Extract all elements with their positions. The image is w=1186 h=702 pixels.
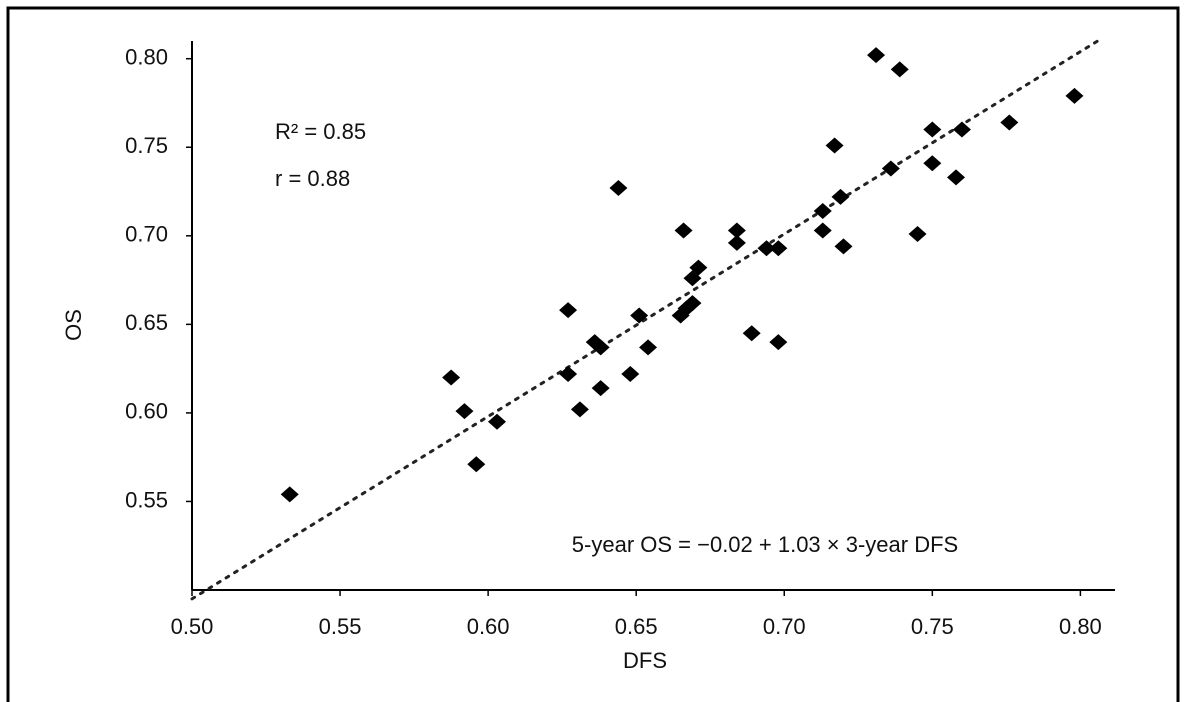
- point: [591, 380, 610, 397]
- y-tick-label: 0.70: [125, 222, 168, 247]
- point: [639, 339, 658, 356]
- y-tick-label: 0.55: [125, 487, 168, 512]
- point: [923, 121, 942, 138]
- x-tick-label: 0.60: [467, 614, 510, 639]
- point: [757, 240, 776, 257]
- point: [867, 47, 886, 64]
- point: [952, 121, 971, 138]
- point: [825, 137, 844, 154]
- point: [683, 295, 702, 312]
- x-axis-title: DFS: [623, 648, 667, 673]
- x-tick-label: 0.65: [615, 614, 658, 639]
- point: [890, 61, 909, 78]
- point: [689, 259, 708, 276]
- x-tick-label: 0.70: [763, 614, 806, 639]
- x-tick-label: 0.75: [911, 614, 954, 639]
- point: [881, 160, 900, 177]
- point: [831, 188, 850, 205]
- point: [559, 302, 578, 319]
- point: [280, 486, 299, 503]
- point: [621, 365, 640, 382]
- y-tick-label: 0.60: [125, 399, 168, 424]
- point: [1000, 114, 1019, 131]
- x-tick-label: 0.80: [1059, 614, 1102, 639]
- point: [769, 240, 788, 257]
- point: [1065, 87, 1084, 104]
- point: [742, 325, 761, 342]
- point: [947, 169, 966, 186]
- point: [630, 307, 649, 324]
- frame: [6, 6, 1180, 702]
- y-tick-label: 0.65: [125, 310, 168, 335]
- point: [834, 238, 853, 255]
- y-axis-title: OS: [61, 309, 86, 341]
- point: [813, 222, 832, 239]
- point: [442, 369, 461, 386]
- trendline: [190, 39, 1100, 601]
- point: [923, 155, 942, 172]
- point: [591, 339, 610, 356]
- point: [727, 222, 746, 239]
- x-tick-label: 0.55: [319, 614, 362, 639]
- annotation: r = 0.88: [275, 166, 350, 191]
- point: [609, 179, 628, 196]
- point: [727, 234, 746, 251]
- y-tick-label: 0.75: [125, 133, 168, 158]
- point: [813, 203, 832, 220]
- annotation: R² = 0.85: [275, 119, 366, 144]
- point: [488, 413, 507, 430]
- point: [467, 456, 486, 473]
- point: [674, 222, 693, 239]
- point: [769, 334, 788, 351]
- point: [559, 365, 578, 382]
- point: [908, 226, 927, 243]
- y-tick-label: 0.80: [125, 45, 168, 70]
- x-tick-label: 0.50: [171, 614, 214, 639]
- point: [570, 401, 589, 418]
- annotation: 5-year OS = −0.02 + 1.03 × 3-year DFS: [572, 532, 958, 557]
- point: [455, 403, 474, 420]
